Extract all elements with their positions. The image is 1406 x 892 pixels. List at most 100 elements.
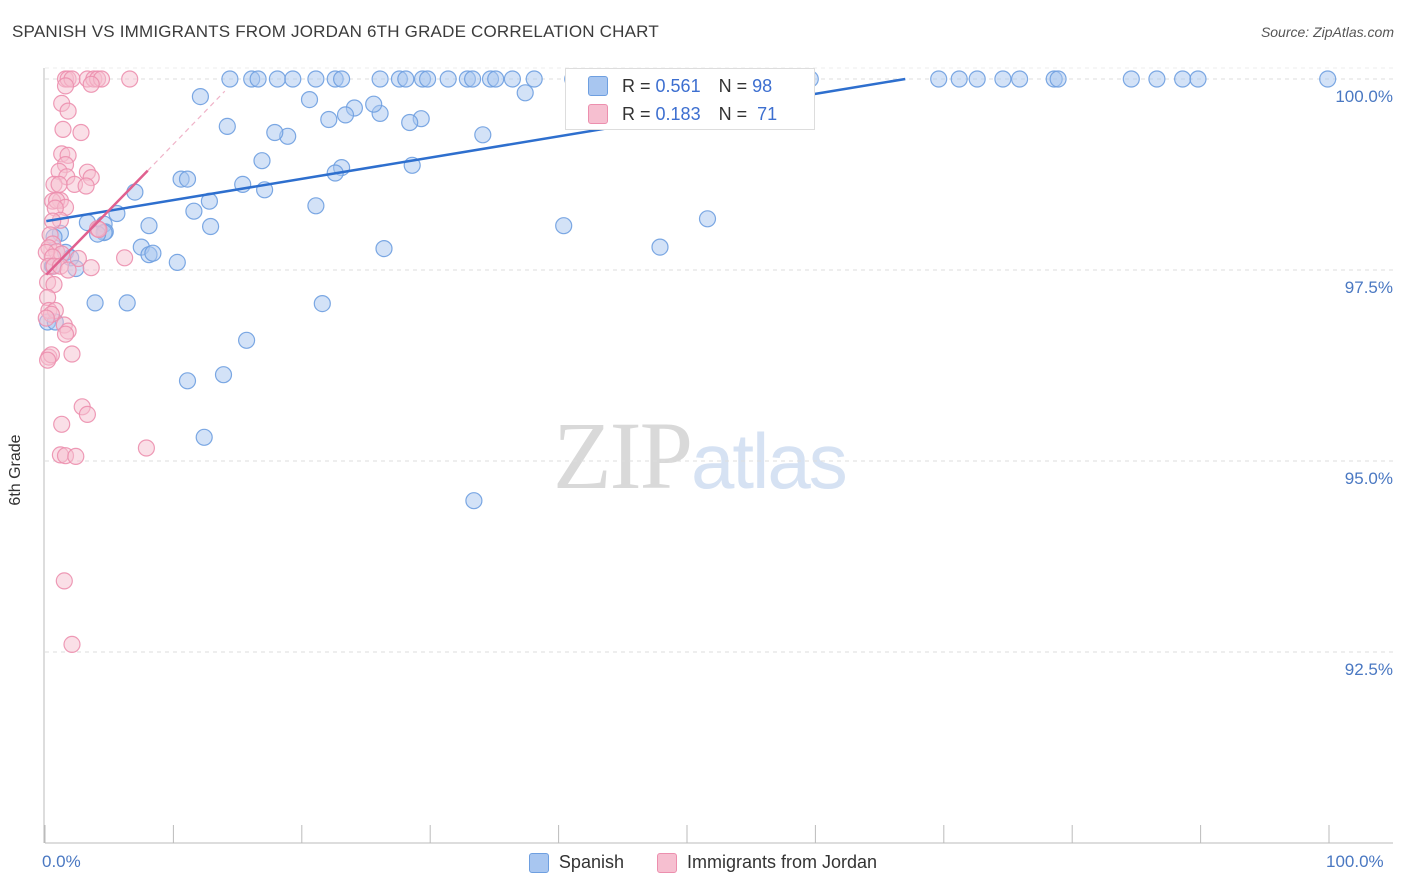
- spanish-point: [253, 152, 271, 170]
- jordan-point: [121, 70, 139, 88]
- chart-title: SPANISH VS IMMIGRANTS FROM JORDAN 6TH GR…: [12, 22, 659, 41]
- spanish-point: [516, 84, 534, 102]
- spanish-point: [266, 123, 284, 142]
- spanish-point: [371, 70, 389, 88]
- spanish-point: [465, 492, 483, 510]
- correlation-legend: R = 0.561 N = 98 R = 0.183 N = 71: [565, 68, 815, 130]
- x-tick-label: 100.0%: [1326, 852, 1384, 871]
- spanish-point: [307, 197, 325, 215]
- spanish-point: [1189, 70, 1207, 88]
- jordan-point: [56, 77, 75, 95]
- spanish-point: [140, 217, 158, 235]
- spanish-point: [464, 70, 482, 88]
- jordan-point: [59, 102, 77, 120]
- spanish-point: [118, 294, 136, 312]
- spanish-point: [1049, 70, 1067, 88]
- spanish-point: [313, 295, 331, 313]
- y-tick-label: 92.5%: [1344, 660, 1393, 679]
- legend-r-label: R =: [622, 103, 651, 124]
- jordan-point: [67, 447, 85, 465]
- spanish-point: [126, 183, 144, 201]
- legend-r-value: 0.183: [655, 103, 701, 124]
- spanish-point: [284, 70, 302, 88]
- spanish-point: [185, 202, 203, 220]
- legend-label-spanish: Spanish: [558, 852, 624, 872]
- jordan-point: [53, 415, 71, 433]
- legend-n-value: 98: [752, 75, 773, 96]
- source-label: Source: ZipAtlas.com: [1260, 24, 1394, 40]
- spanish-point: [300, 90, 319, 109]
- jordan-point: [115, 249, 134, 267]
- spanish-point: [1173, 70, 1192, 88]
- legend-item-jordan[interactable]: Immigrants from Jordan: [657, 852, 877, 873]
- legend-item-spanish[interactable]: Spanish: [528, 852, 624, 873]
- spanish-point: [320, 110, 338, 129]
- legend-row-spanish: R = 0.561 N = 98: [588, 73, 772, 99]
- spanish-point: [930, 70, 948, 88]
- jordan-point: [55, 572, 73, 590]
- spanish-point: [1010, 70, 1029, 88]
- jordan-point: [63, 635, 81, 654]
- jordan-trend-line: [45, 169, 149, 276]
- spanish-point: [336, 106, 355, 124]
- y-tick-label: 97.5%: [1344, 278, 1393, 297]
- spanish-point: [195, 428, 213, 446]
- legend-r-label: R =: [622, 75, 651, 96]
- spanish-point: [401, 113, 419, 132]
- legend-swatch-jordan: [657, 852, 677, 873]
- spanish-point: [375, 240, 393, 258]
- spanish-point: [86, 294, 104, 312]
- spanish-point: [168, 253, 186, 271]
- jordan-point: [63, 345, 81, 363]
- legend-swatch-jordan: [588, 104, 608, 124]
- spanish-point: [1319, 70, 1337, 88]
- jordan-point: [78, 405, 97, 423]
- spanish-point: [307, 70, 325, 88]
- jordan-point: [38, 351, 57, 369]
- jordan-point: [72, 123, 90, 142]
- jordan-point: [37, 309, 55, 327]
- spanish-point: [1122, 70, 1140, 88]
- spanish-point: [333, 70, 351, 88]
- legend-r-value: 0.561: [655, 75, 701, 96]
- jordan-trend-extension: [147, 90, 226, 172]
- spanish-point: [178, 170, 197, 188]
- y-tick-label: 95.0%: [1344, 469, 1393, 488]
- jordan-point: [77, 177, 95, 195]
- spanish-point: [397, 70, 415, 88]
- watermark-zip: ZIP: [553, 402, 693, 509]
- spanish-point: [1148, 70, 1166, 88]
- spanish-point: [439, 70, 457, 88]
- spanish-point: [698, 210, 717, 228]
- spanish-point: [202, 217, 220, 236]
- spanish-point: [525, 70, 543, 88]
- spanish-point: [555, 217, 573, 235]
- legend-label-jordan: Immigrants from Jordan: [687, 852, 878, 872]
- jordan-point: [59, 261, 77, 279]
- spanish-point: [191, 87, 209, 106]
- spanish-point: [218, 117, 236, 136]
- spanish-point: [950, 70, 968, 88]
- spanish-point: [994, 70, 1012, 88]
- series-legend: Spanish Immigrants from Jordan: [0, 852, 1406, 878]
- jordan-point: [56, 325, 75, 343]
- spanish-point: [178, 372, 197, 390]
- jordan-point: [69, 249, 88, 268]
- spanish-point: [365, 95, 383, 113]
- spanish-point: [221, 70, 239, 88]
- spanish-point: [144, 244, 162, 262]
- spanish-point: [419, 70, 437, 88]
- spanish-point: [968, 70, 986, 88]
- jordan-point: [82, 259, 100, 277]
- legend-row-jordan: R = 0.183 N = 71: [588, 101, 777, 127]
- spanish-point: [268, 70, 286, 88]
- spanish-point: [214, 366, 233, 384]
- legend-n-value: 71: [757, 103, 778, 124]
- y-tick-label: 100.0%: [1335, 87, 1393, 106]
- legend-n-label: N =: [718, 75, 748, 96]
- jordan-point: [90, 220, 108, 239]
- spanish-point: [249, 70, 267, 88]
- legend-swatch-spanish: [528, 852, 549, 873]
- jordan-point: [137, 439, 155, 457]
